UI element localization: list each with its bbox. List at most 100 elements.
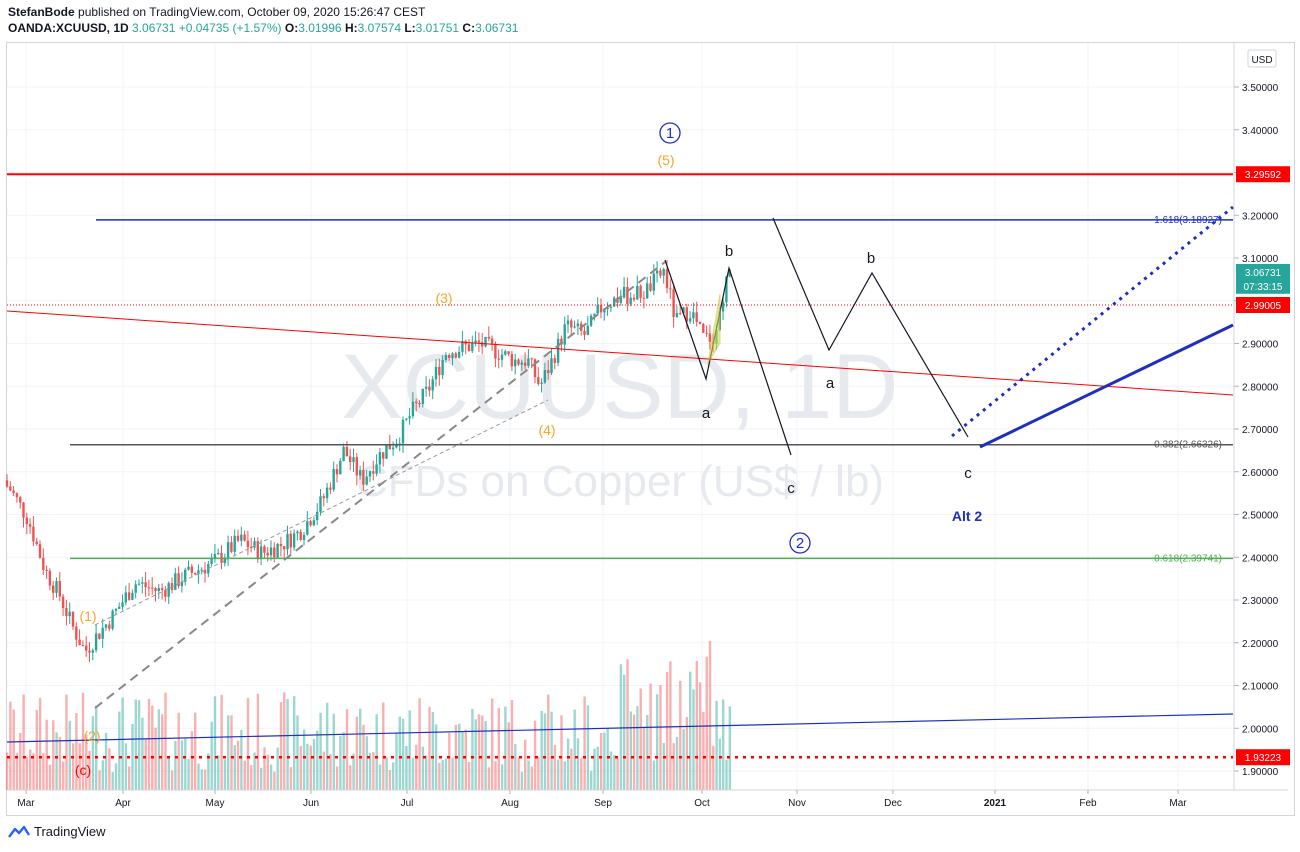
time-tick-label: Jul [401,798,414,809]
volume-bar [108,748,111,790]
volume-bar [240,729,243,790]
wave-label-circle [659,122,681,144]
candle-body [174,573,177,590]
fib-level-label: 1.618(3.18927) [1154,215,1222,226]
candle-body [682,307,685,314]
currency-box[interactable] [1247,49,1277,68]
volume-bar [626,659,629,790]
candle-body [589,315,593,326]
volume-bar [326,702,329,790]
volume-bar [250,765,253,790]
candle-body [273,547,276,558]
volume-bar [217,755,220,790]
wave-label: (5) [657,152,674,168]
time-tick-label: Jun [303,798,319,809]
author-name[interactable]: StefanBode [8,5,75,19]
volume-bar [385,757,388,790]
volume-bar [372,752,375,790]
candle-body [164,590,167,597]
footer-brand[interactable]: TradingView [34,824,106,839]
volume-bar [685,717,689,790]
candle-body [695,312,698,322]
candle-body [259,546,263,560]
trendline-red [6,310,1234,396]
candle-body [299,531,302,541]
volume-bar [563,761,566,790]
volume-bar [283,692,286,790]
volume-bar [382,702,385,790]
volume-bar [728,706,731,790]
volume-bar [210,721,213,790]
volume-bar [223,759,227,790]
volume-bar [359,708,362,790]
price-tick-label: 2.00000 [1242,724,1279,735]
price-tick-label: 2.10000 [1242,682,1279,693]
volume-bar [263,747,266,790]
volume-bar [180,740,184,790]
time-tick-label: Oct [694,798,710,809]
volume-bar [715,700,718,790]
candle-body [342,446,345,461]
candle-body [725,276,728,303]
channel-line-lower [94,399,549,626]
volume-bar [632,714,636,790]
candle-body [421,388,424,405]
volume-bar [395,732,398,790]
volume-bar [689,671,692,790]
volume-bar [75,713,78,790]
volume-bar [273,771,276,790]
candle-body [144,582,147,588]
candle-body [358,470,362,476]
volume-bar [266,754,269,790]
volume-bar [299,745,302,790]
volume-bar [484,721,487,790]
candle-body [65,607,68,617]
candle-body [243,534,246,541]
candle-body [263,546,266,553]
volume-bar [345,709,349,790]
volume-bar [679,680,682,790]
volume-bar [233,745,236,790]
candle-body [114,608,118,611]
volume-bar [500,764,504,790]
volume-bar [42,753,45,790]
candle-body [368,471,372,477]
candle-body [42,557,45,570]
volume-bar [570,748,573,790]
candle-body [438,366,441,376]
volume-bar [428,706,431,790]
volume-bar [705,656,708,790]
volume-bar [573,709,576,790]
volume-bar [718,738,722,790]
candle-body [675,313,679,318]
volume-bar [184,738,187,790]
candle-body [253,541,256,548]
price-axis[interactable] [1234,43,1294,790]
candle-body [494,343,497,359]
candle-body [395,443,398,448]
volume-bar [702,712,705,790]
candle-body [38,544,42,558]
volume-bar [464,729,467,790]
volume-bar [71,743,75,790]
volume-bar [520,771,524,790]
candle-body [563,324,566,345]
plot-area[interactable] [7,43,1233,790]
volume-bar [55,732,58,790]
candle-body [662,269,665,276]
candle-body [190,566,193,573]
volume-bar [497,707,500,790]
volume-bar [725,759,728,790]
price-tag-label: 2.99005 [1245,301,1282,312]
volume-bar [609,751,613,790]
candle-body [276,544,279,558]
symbol-label[interactable]: OANDA:XCUUSD, 1D [8,21,129,35]
candle-body [85,645,88,651]
volume-bar [458,723,461,790]
volume-bar [131,723,134,790]
candle-body [289,533,292,548]
volume-bar [161,714,164,790]
volume-bar [418,698,421,790]
candle-body [223,557,226,564]
